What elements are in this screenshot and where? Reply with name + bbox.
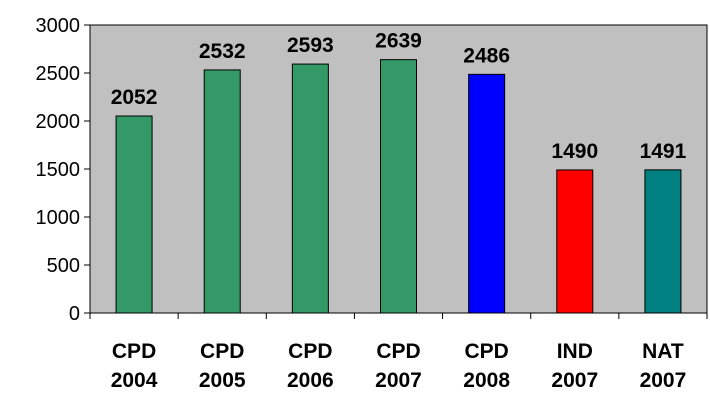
- bar: [203, 69, 241, 314]
- y-tick-label: 2500: [36, 63, 81, 85]
- bar-value-label: 2052: [111, 86, 158, 109]
- category-label-line2: 2008: [463, 369, 510, 392]
- bar-value-label: 2532: [199, 40, 246, 63]
- category-label-line1: CPD: [464, 340, 508, 363]
- category-label-line1: IND: [557, 340, 593, 363]
- bar-value-label: 2593: [287, 34, 334, 57]
- category-label-line1: CPD: [376, 340, 420, 363]
- y-tick-label: 1000: [36, 207, 81, 229]
- category-label-line2: 2007: [375, 369, 422, 392]
- data-labels: 2052 2532 2593 2639 2486 1490 1491: [111, 30, 687, 163]
- bar-series: [115, 59, 682, 314]
- bar: [644, 169, 682, 314]
- y-tick-label: 3000: [36, 15, 81, 37]
- bar-value-label: 1491: [640, 140, 687, 163]
- y-tick-label: 500: [47, 255, 80, 277]
- bar-value-label: 2486: [463, 44, 510, 67]
- category-label-line2: 2007: [640, 369, 687, 392]
- category-label-line1: CPD: [112, 340, 156, 363]
- y-tick-label: 1500: [36, 159, 81, 181]
- bar-value-label: 1490: [551, 140, 598, 163]
- y-axis: 0 500 1000 1500 2000 2500 3000: [36, 15, 91, 325]
- bar-value-label: 2639: [375, 30, 422, 53]
- category-label-line1: CPD: [200, 340, 244, 363]
- x-axis: CPD 2004 CPD 2005 CPD 2006 CPD 2007 CPD 2008 IND 20…: [89, 312, 708, 392]
- bar: [115, 115, 153, 314]
- category-label-line1: NAT: [642, 340, 684, 363]
- y-tick-label: 2000: [36, 111, 81, 133]
- category-label-line2: 2006: [287, 369, 334, 392]
- category-label-line2: 2004: [111, 369, 158, 392]
- bar: [380, 59, 417, 314]
- category-label-line2: 2007: [551, 369, 598, 392]
- category-label-line1: CPD: [288, 340, 332, 363]
- bar: [468, 73, 506, 314]
- bar: [291, 63, 329, 314]
- bar: [556, 169, 594, 314]
- category-label-line2: 2005: [199, 369, 246, 392]
- y-tick-label: 0: [69, 303, 80, 325]
